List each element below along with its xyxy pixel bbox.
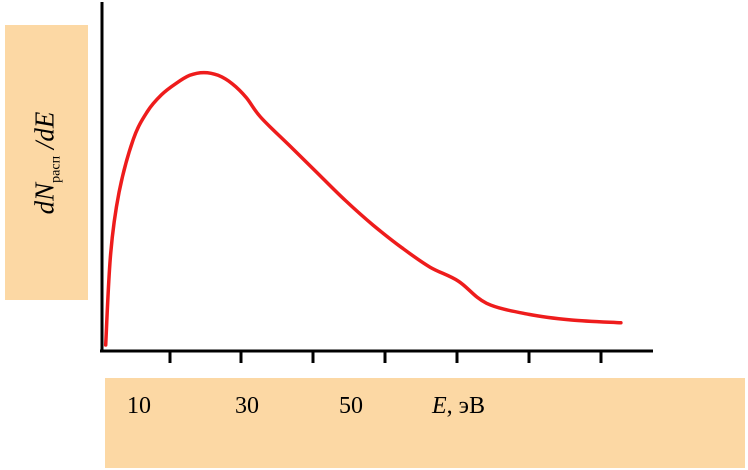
x-axis-label-box bbox=[105, 378, 745, 468]
x-tick-label-30: 30 bbox=[235, 393, 259, 419]
x-tick-label-10: 10 bbox=[127, 393, 151, 419]
x-tick-label-50: 50 bbox=[339, 393, 363, 419]
y-axis-label-box: dNрасп /dE bbox=[5, 25, 88, 300]
series-line bbox=[103, 70, 623, 347]
x-axis-label: E, эВ bbox=[432, 393, 485, 419]
